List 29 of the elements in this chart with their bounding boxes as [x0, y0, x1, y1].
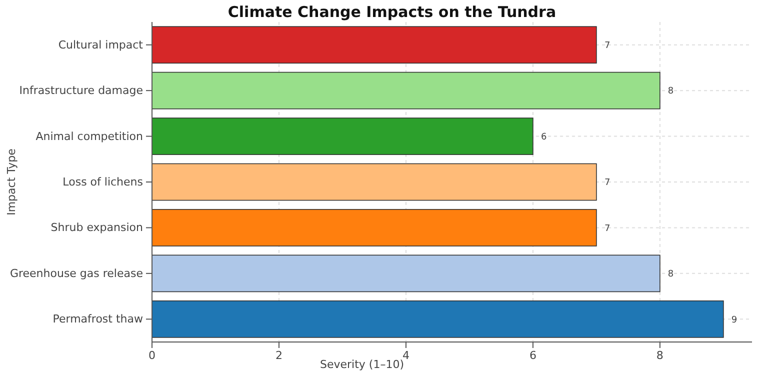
y-tick-label: Animal competition [36, 130, 144, 143]
x-tick-label: 0 [148, 348, 156, 362]
bar [152, 72, 660, 110]
data-label: 8 [668, 270, 674, 280]
bar [152, 254, 660, 292]
data-label: 7 [604, 41, 610, 52]
data-label: 8 [668, 86, 674, 97]
data-label: 7 [604, 178, 610, 188]
bar [152, 163, 597, 201]
bar [152, 209, 597, 246]
x-axis-title: Severity (1–10) [320, 358, 404, 371]
bar [152, 118, 534, 155]
chart-title: Climate Change Impacts on the Tundra [228, 3, 556, 21]
y-axis-title: Impact Type [5, 148, 18, 216]
data-label: 9 [731, 315, 738, 326]
y-tick-label: Shrub expansion [50, 221, 144, 234]
y-tick-label: Permafrost thaw [52, 312, 143, 326]
y-tick-label: Greenhouse gas release [10, 266, 144, 280]
y-tick-label: Cultural impact [58, 38, 144, 52]
x-tick-label: 6 [529, 348, 536, 362]
x-tick-label: 4 [402, 348, 410, 362]
x-tick-label: 8 [656, 348, 664, 362]
x-tick-label: 2 [275, 348, 282, 362]
data-label: 7 [604, 224, 610, 234]
y-tick-label: Infrastructure damage [19, 84, 144, 98]
bar [152, 300, 724, 338]
data-label: 6 [540, 132, 547, 142]
y-tick-label: Loss of lichens [62, 176, 144, 189]
bar [152, 26, 597, 64]
